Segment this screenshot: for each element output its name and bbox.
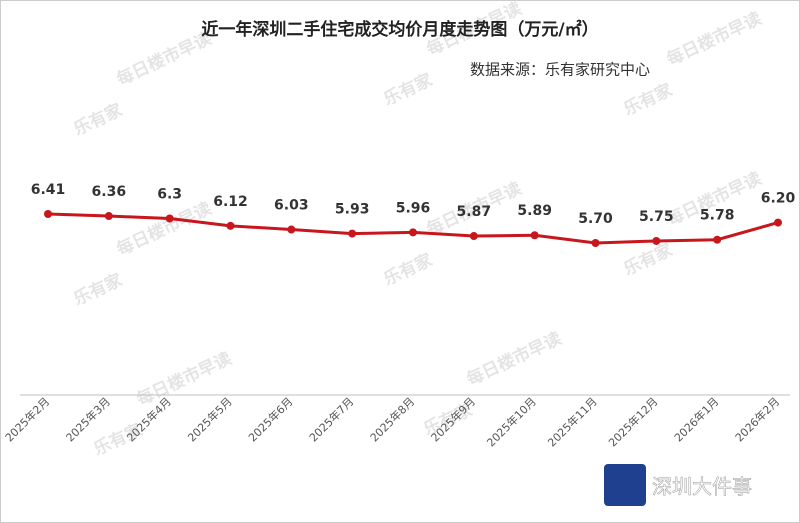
point xyxy=(165,214,174,223)
logo-text: 深圳大件事 xyxy=(652,475,752,499)
point xyxy=(713,235,722,244)
value-label: 5.96 xyxy=(396,200,431,216)
logo-icon xyxy=(604,464,646,506)
point xyxy=(469,232,478,241)
point xyxy=(104,212,113,221)
point xyxy=(44,210,52,218)
value-label: 6.12 xyxy=(213,194,248,210)
point xyxy=(226,221,235,230)
value-label: 5.87 xyxy=(457,204,492,220)
point xyxy=(530,231,539,240)
point xyxy=(409,228,417,237)
value-label: 5.93 xyxy=(335,202,370,218)
value-label: 5.89 xyxy=(517,203,552,219)
value-label: 6.3 xyxy=(157,186,182,202)
point xyxy=(774,218,782,227)
point xyxy=(287,225,296,234)
point xyxy=(348,229,357,238)
value-label: 6.41 xyxy=(31,182,66,198)
value-label: 6.20 xyxy=(761,191,796,207)
chart-title: 近一年深圳二手住宅成交均价月度走势图（万元/㎡） xyxy=(201,19,598,40)
point xyxy=(591,239,600,247)
value-label: 6.36 xyxy=(92,184,127,200)
point xyxy=(652,236,661,245)
value-label: 5.78 xyxy=(700,208,735,224)
value-label: 5.75 xyxy=(639,209,674,225)
value-label: 6.03 xyxy=(274,198,309,214)
source-note: 数据来源：乐有家研究中心 xyxy=(470,61,650,79)
value-label: 5.70 xyxy=(578,211,613,227)
